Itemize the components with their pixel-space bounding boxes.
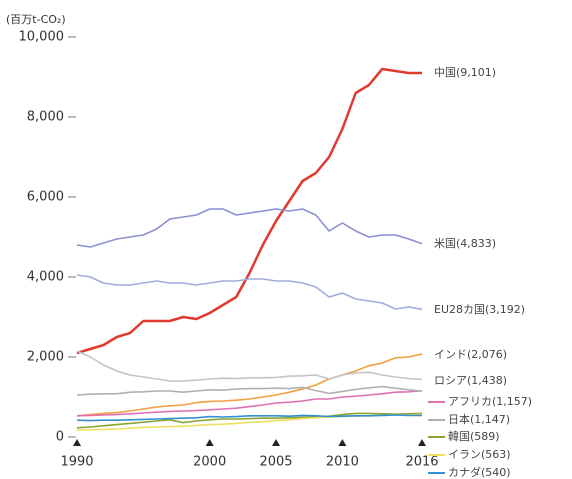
series-line bbox=[76, 385, 423, 396]
series-line bbox=[76, 413, 423, 431]
y-tick-label: 0 bbox=[56, 430, 64, 445]
series-label: カナダ(540) bbox=[448, 465, 511, 479]
series-label: インド(2,076) bbox=[434, 348, 507, 361]
x-tick-label: 2016 bbox=[405, 455, 438, 470]
x-tick bbox=[272, 439, 281, 446]
series-line bbox=[76, 353, 423, 417]
series-label: EU28カ国(3,192) bbox=[434, 303, 525, 316]
x-tick-label: 2005 bbox=[259, 455, 292, 470]
series-line bbox=[76, 208, 423, 248]
x-tick-label: 1990 bbox=[60, 455, 93, 470]
series-label: 日本(1,147) bbox=[448, 412, 510, 426]
y-tick-label: 6,000 bbox=[27, 190, 64, 205]
series-label: 米国(4,833) bbox=[434, 237, 496, 250]
series-label: 中国(9,101) bbox=[434, 66, 496, 79]
y-tick-label: 10,000 bbox=[19, 30, 65, 45]
series-line bbox=[76, 389, 423, 417]
series-line bbox=[76, 350, 423, 382]
y-tick-label: 8,000 bbox=[27, 110, 64, 125]
series-line bbox=[76, 67, 423, 355]
y-axis-label: (百万t-CO₂) bbox=[6, 13, 66, 26]
x-tick bbox=[73, 439, 81, 446]
y-tick-label: 2,000 bbox=[27, 350, 64, 365]
x-tick bbox=[338, 439, 347, 446]
x-tick bbox=[418, 439, 426, 446]
series-label: 韓国(589) bbox=[448, 430, 500, 443]
series-line bbox=[76, 414, 422, 422]
series-line bbox=[76, 274, 423, 311]
series-line bbox=[76, 412, 423, 429]
x-tick bbox=[205, 439, 214, 446]
x-tick-label: 2010 bbox=[326, 455, 359, 470]
series-label: ロシア(1,438) bbox=[434, 374, 507, 387]
y-tick-label: 4,000 bbox=[27, 270, 64, 285]
x-tick-label: 2000 bbox=[193, 455, 226, 470]
series-label: イラン(563) bbox=[448, 448, 511, 461]
series-label: アフリカ(1,157) bbox=[448, 395, 532, 408]
